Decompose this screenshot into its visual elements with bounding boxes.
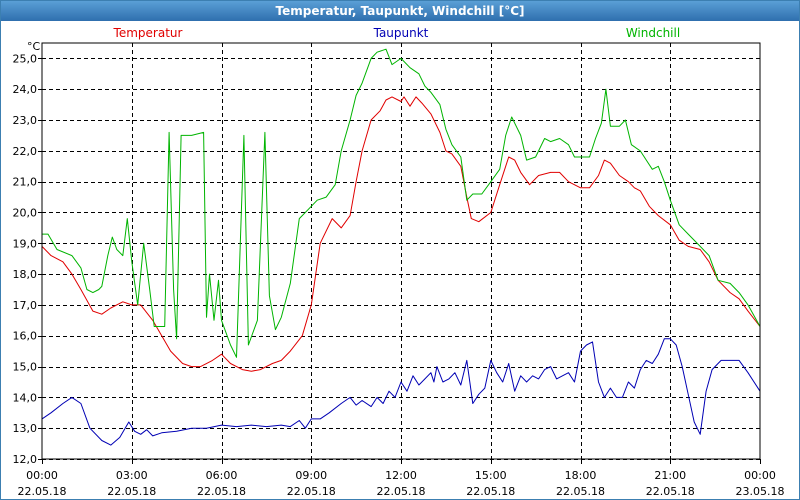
x-tick-label-date: 22.05.18 — [646, 485, 695, 498]
x-tick-label-time: 18:00 — [565, 469, 597, 482]
series-line-taupunkt — [41, 338, 761, 446]
legend-windchill: Windchill — [626, 26, 680, 40]
y-tick-label: 19,0 — [13, 237, 38, 250]
x-tick-label-date: 22.05.18 — [197, 485, 246, 498]
y-tick-label: 14,0 — [13, 391, 38, 404]
y-tick-label: 24,0 — [13, 83, 38, 96]
y-tick-label: 15,0 — [13, 361, 38, 374]
x-tick-label-date: 22.05.18 — [18, 485, 67, 498]
y-axis-label: °C — [27, 40, 41, 53]
tick-layer: 12,0 13,0 14,0 15,0 16,0 17,0 18,0 19,0 20,0 21,0… — [13, 52, 785, 498]
window-title: Temperatur, Taupunkt, Windchill [°C] — [1, 1, 799, 21]
x-tick-label-date: 22.05.18 — [466, 485, 515, 498]
x-tick-label-time: 12:00 — [385, 469, 417, 482]
x-tick-label-time: 03:00 — [116, 469, 148, 482]
x-tick-label-time: 21:00 — [654, 469, 686, 482]
x-tick-label-date: 22.05.18 — [556, 485, 605, 498]
y-tick-label: 23,0 — [13, 114, 38, 127]
y-tick-label: 13,0 — [13, 422, 38, 435]
legend-taupunkt: Taupunkt — [373, 26, 429, 40]
series-layer — [41, 48, 761, 446]
y-tick-label: 17,0 — [13, 299, 38, 312]
x-tick-label-time: 06:00 — [206, 469, 238, 482]
y-tick-label: 20,0 — [13, 206, 38, 219]
x-tick-label-time: 15:00 — [475, 469, 507, 482]
y-tick-label: 21,0 — [13, 176, 38, 189]
grid — [42, 43, 760, 460]
series-line-temperatur — [41, 96, 761, 372]
y-tick-label: 22,0 — [13, 145, 38, 158]
x-tick-label-time: 09:00 — [295, 469, 327, 482]
x-tick-label-date: 22.05.18 — [377, 485, 426, 498]
chart-canvas: °C Temperatur Taupunkt Windchill 12,0 13,… — [13, 26, 785, 498]
x-tick-label-time: 00:00 — [744, 469, 776, 482]
series-line-windchill — [42, 48, 761, 358]
y-tick-label: 18,0 — [13, 268, 38, 281]
y-tick-label: 25,0 — [13, 52, 38, 65]
y-tick-label: 12,0 — [13, 453, 38, 466]
x-tick-label-date: 22.05.18 — [107, 485, 156, 498]
plot-area-border — [41, 42, 761, 460]
legend-temperatur: Temperatur — [113, 26, 183, 40]
x-tick-label-date: 23.05.18 — [736, 485, 785, 498]
y-tick-label: 16,0 — [13, 330, 38, 343]
x-tick-label-time: 00:00 — [26, 469, 58, 482]
x-tick-label-date: 22.05.18 — [287, 485, 336, 498]
